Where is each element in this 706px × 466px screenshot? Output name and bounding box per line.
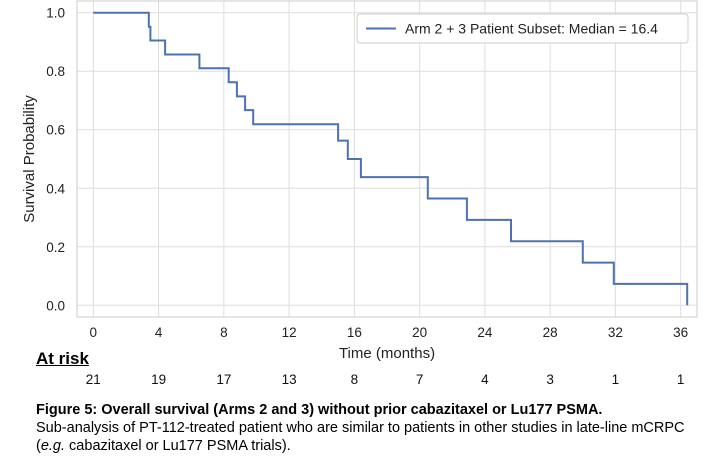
y-tick-label: 1.0 — [46, 6, 65, 21]
x-tick-label: 32 — [608, 325, 623, 340]
at-risk-count: 3 — [546, 372, 554, 387]
x-axis-label: Time (months) — [339, 345, 435, 362]
at-risk-count: 7 — [415, 372, 424, 387]
caption-title: Figure 5: Overall survival (Arms 2 and 3… — [36, 402, 603, 418]
caption-body-eg: e.g. — [40, 438, 66, 454]
at-risk-title: At risk — [36, 349, 89, 368]
y-axis-label: Survival Probability — [21, 95, 38, 223]
x-tick-label: 24 — [477, 325, 493, 340]
x-tick-label: 20 — [412, 325, 427, 340]
x-tick-label: 28 — [543, 325, 558, 340]
at-risk-count: 4 — [481, 372, 489, 387]
x-tick-label: 8 — [220, 325, 228, 340]
survival-chart: 0.0 0.2 0.4 0.6 0.8 1.0 0 4 8 12 16 20 24 28 32 36 Tim… — [21, 0, 698, 362]
grid-lines — [77, 1, 697, 317]
x-tick-label: 36 — [673, 325, 688, 340]
caption-body-part1: Sub-analysis of PT-112-treated patient w… — [36, 420, 685, 454]
at-risk-count: 13 — [281, 372, 297, 387]
at-risk-count: 1 — [676, 372, 685, 387]
x-axis-ticks: 0 4 8 12 16 20 24 28 32 36 — [90, 325, 689, 340]
y-tick-label: 0.8 — [46, 64, 65, 79]
plot-frame — [76, 0, 698, 318]
x-tick-label: 16 — [347, 325, 362, 340]
x-tick-label: 4 — [155, 325, 163, 340]
at-risk-count: 8 — [350, 372, 359, 387]
at-risk-count: 1 — [611, 372, 620, 387]
at-risk-count: 17 — [216, 372, 232, 387]
at-risk-count: 19 — [151, 372, 167, 387]
y-tick-label: 0.2 — [46, 240, 65, 255]
at-risk-count: 21 — [85, 372, 101, 387]
caption-body-part2: cabazitaxel or Lu177 PSMA trials). — [65, 438, 291, 454]
y-tick-label: 0.4 — [46, 181, 65, 196]
y-tick-label: 0.6 — [46, 123, 65, 138]
figure-caption: Figure 5: Overall survival (Arms 2 and 3… — [36, 401, 696, 455]
legend-box — [356, 13, 689, 44]
legend: Arm 2 + 3 Patient Subset: Median = 16.4 — [356, 13, 689, 44]
at-risk-row: 21 19 17 13 8 7 4 3 1 1 — [0, 372, 706, 392]
x-tick-label: 0 — [90, 325, 98, 340]
legend-label: Arm 2 + 3 Patient Subset: Median = 16.4 — [405, 21, 658, 37]
x-tick-label: 12 — [282, 325, 297, 340]
y-axis-ticks: 0.0 0.2 0.4 0.6 0.8 1.0 — [46, 6, 65, 314]
km-survival-curve — [93, 11, 689, 306]
y-tick-label: 0.0 — [46, 298, 65, 313]
